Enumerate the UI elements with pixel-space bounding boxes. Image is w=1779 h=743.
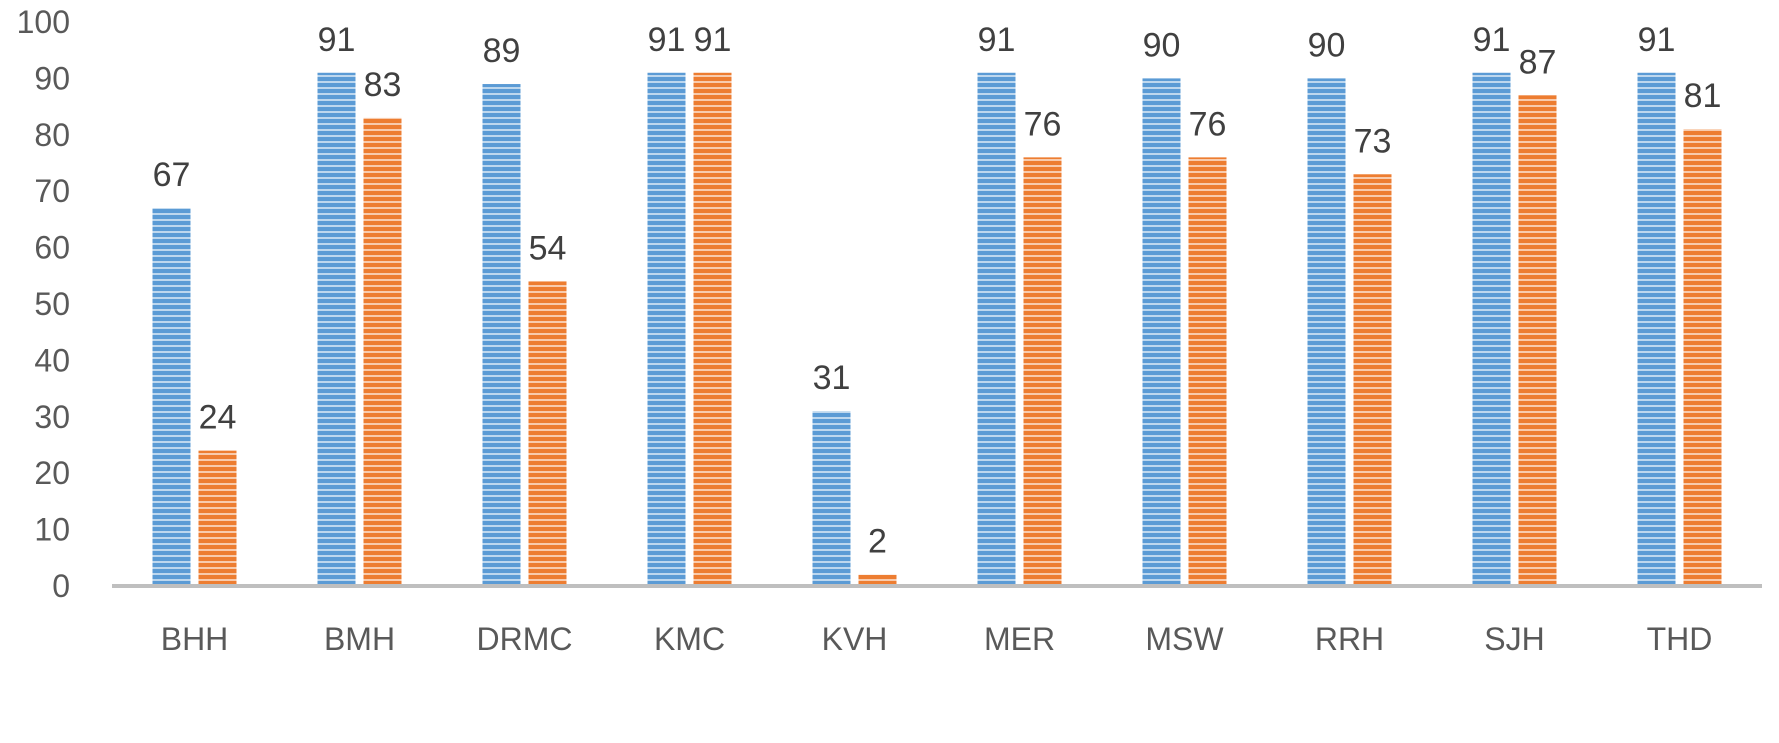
y-tick-label: 100 xyxy=(17,4,70,40)
y-tick-label: 50 xyxy=(34,286,70,322)
x-category-label: DRMC xyxy=(477,621,573,657)
x-category-label: KMC xyxy=(654,621,725,657)
data-label: 83 xyxy=(364,66,402,104)
y-tick-label: 80 xyxy=(34,117,70,153)
data-label: 91 xyxy=(648,21,686,59)
data-label: 91 xyxy=(978,21,1016,59)
y-tick-label: 10 xyxy=(34,512,70,548)
bar-rrh-series-2 xyxy=(1353,174,1392,586)
x-category-label: SJH xyxy=(1484,621,1544,657)
x-category-label: RRH xyxy=(1315,621,1384,657)
bar-bhh-series-2 xyxy=(198,450,237,586)
x-category-label: THD xyxy=(1647,621,1713,657)
data-label: 24 xyxy=(199,399,237,437)
data-label: 76 xyxy=(1189,105,1227,143)
x-category-label: MER xyxy=(984,621,1055,657)
x-category-label: KVH xyxy=(822,621,888,657)
bar-kmc-series-2 xyxy=(693,72,732,586)
data-label: 90 xyxy=(1143,26,1181,64)
y-tick-label: 90 xyxy=(34,60,70,96)
bar-drmc-series-2 xyxy=(528,281,567,586)
data-label: 91 xyxy=(1638,21,1676,59)
data-label: 2 xyxy=(868,523,887,561)
x-category-label: BMH xyxy=(324,621,395,657)
bar-sjh-series-1 xyxy=(1472,72,1511,586)
bar-thd-series-1 xyxy=(1637,72,1676,586)
bar-mer-series-1 xyxy=(977,72,1016,586)
y-tick-label: 30 xyxy=(34,399,70,435)
y-tick-label: 60 xyxy=(34,230,70,266)
data-label: 73 xyxy=(1354,122,1392,160)
y-tick-label: 20 xyxy=(34,455,70,491)
data-label: 89 xyxy=(483,32,521,70)
bar-kvh-series-1 xyxy=(812,411,851,586)
data-label: 91 xyxy=(1473,21,1511,59)
x-category-label: MSW xyxy=(1145,621,1224,657)
bar-kmc-series-1 xyxy=(647,72,686,586)
y-tick-label: 70 xyxy=(34,173,70,209)
data-label: 90 xyxy=(1308,26,1346,64)
data-label: 67 xyxy=(153,156,191,194)
y-tick-label: 0 xyxy=(52,568,70,604)
bar-msw-series-1 xyxy=(1142,78,1181,587)
bar-thd-series-2 xyxy=(1683,129,1722,586)
bar-bmh-series-2 xyxy=(363,117,402,586)
x-category-label: BHH xyxy=(161,621,229,657)
y-tick-label: 40 xyxy=(34,342,70,378)
data-label: 81 xyxy=(1684,77,1722,115)
data-label: 91 xyxy=(318,21,356,59)
bars xyxy=(152,72,1722,587)
bar-kvh-series-2 xyxy=(858,574,897,586)
bar-rrh-series-1 xyxy=(1307,78,1346,587)
data-label: 31 xyxy=(813,359,851,397)
data-label: 87 xyxy=(1519,43,1557,81)
bar-bhh-series-1 xyxy=(152,208,191,586)
data-label: 91 xyxy=(694,21,732,59)
bar-bmh-series-1 xyxy=(317,72,356,586)
bar-msw-series-2 xyxy=(1188,157,1227,587)
data-label: 76 xyxy=(1024,105,1062,143)
y-axis-ticks: 0 10 20 30 40 50 60 70 80 90 100 xyxy=(17,4,70,604)
bar-sjh-series-2 xyxy=(1518,95,1557,586)
x-axis-category-labels: BHH BMH DRMC KMC KVH MER MSW RRH SJH THD xyxy=(161,621,1713,657)
bar-drmc-series-1 xyxy=(482,84,521,586)
data-label: 54 xyxy=(529,229,567,267)
bar-mer-series-2 xyxy=(1023,157,1062,587)
